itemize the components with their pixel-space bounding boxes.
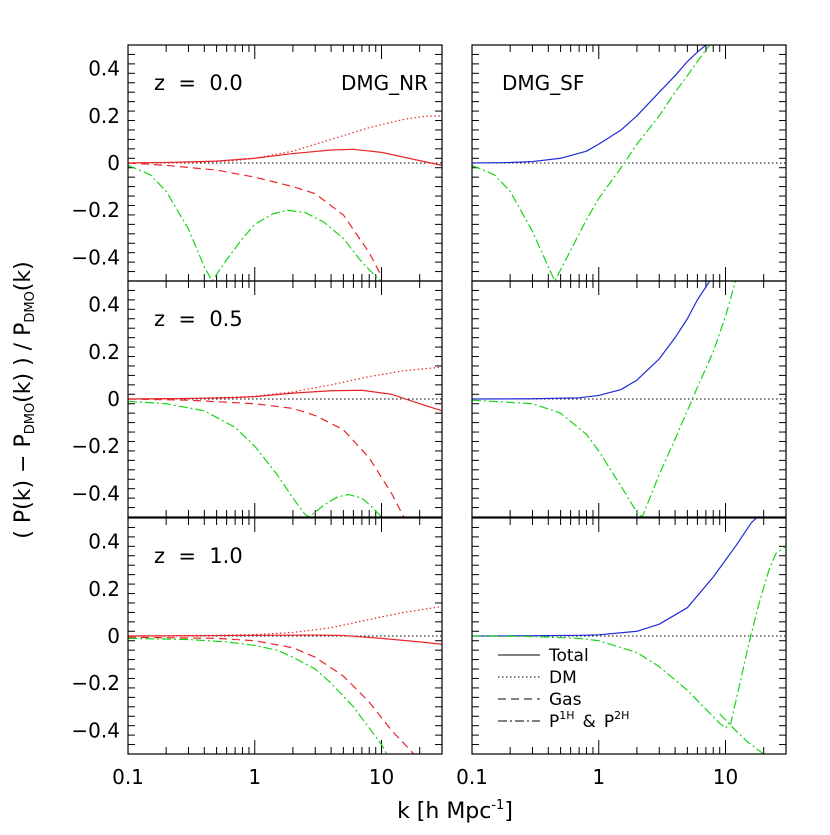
series-line-p1h-p2h	[472, 545, 786, 729]
panel-3	[471, 280, 787, 518]
legend-label-halo: P1H & P2H	[549, 709, 629, 732]
y-tick-label: 0.4	[88, 293, 120, 317]
panel-frame	[127, 517, 443, 755]
y-tick-label: −0.4	[71, 481, 120, 505]
legend: Total DM Gas P1H & P2H	[498, 646, 629, 732]
panels-group: 0.4 0.2 0 −0.2 −0.4 z = 0.0 DMG_NR DMG_SF 0.4 0.2…	[71, 44, 787, 789]
y-tick-label: 0	[107, 387, 120, 411]
y-label-sub1: DMO	[23, 403, 38, 434]
panel-4: 0.4 0.2 0 −0.2 −0.4 0.1 1 10 z = 1.0	[71, 517, 443, 789]
series-line-total	[128, 389, 442, 412]
series-line-total	[472, 45, 707, 164]
panel-frame	[127, 280, 443, 518]
panel-1: DMG_SF	[471, 44, 787, 282]
x-tick-label: 0.1	[112, 765, 144, 789]
y-axis-label: ( P(k) − PDMO(k) ) / PDMO(k)	[11, 261, 38, 538]
x-label-sup: -1	[491, 798, 504, 813]
x-tick-label: 1	[592, 765, 605, 789]
series-group-0	[128, 115, 442, 281]
series-group-1	[472, 45, 711, 281]
panel-frame	[471, 517, 787, 755]
legend-halo-base2: P	[604, 712, 614, 732]
run-annotation: DMG_NR	[341, 71, 428, 95]
x-label-post: ]	[504, 799, 513, 824]
legend-halo-sup1: 1H	[559, 709, 574, 722]
legend-label-total: Total	[548, 646, 589, 666]
legend-halo-sup2: 2H	[614, 709, 629, 722]
series-line-total	[472, 518, 757, 637]
series-line-total	[128, 148, 442, 166]
legend-label-gas: Gas	[549, 690, 582, 710]
legend-label-dm: DM	[549, 668, 577, 688]
y-label-close: (k)	[11, 261, 36, 291]
legend-halo-base1: P	[549, 712, 559, 732]
series-line-p1h-p2h	[128, 637, 388, 754]
panel-2: 0.4 0.2 0 −0.2 −0.4 z = 0.5	[71, 280, 443, 518]
y-label-sub2: DMO	[23, 291, 38, 322]
redshift-annotation: z = 0.0	[154, 71, 243, 95]
y-tick-label: 0.2	[88, 340, 120, 364]
series-line-gas	[128, 636, 415, 754]
series-group-3	[472, 281, 737, 517]
x-tick-label: 10	[369, 765, 394, 789]
series-line-p1h-p2h	[472, 281, 737, 517]
y-tick-label: 0	[107, 151, 120, 175]
legend-halo-amp: &	[583, 712, 596, 732]
series-group-5	[472, 518, 786, 754]
x-label-pre: k [h Mpc	[397, 799, 491, 824]
panel-5: 0.1 1 10	[456, 517, 787, 789]
y-tick-label: 0.4	[88, 530, 120, 554]
series-line-dm	[128, 115, 442, 164]
panel-0: 0.4 0.2 0 −0.2 −0.4 z = 0.0 DMG_NR	[71, 44, 443, 282]
series-line-gas	[128, 162, 383, 277]
series-line-total	[472, 281, 711, 400]
series-group-2	[128, 366, 442, 517]
y-tick-label: −0.4	[71, 718, 120, 742]
y-tick-label: 0.2	[88, 577, 120, 601]
panel-frame	[471, 280, 787, 518]
y-tick-label: −0.2	[71, 671, 120, 695]
x-axis-label: k [h Mpc-1]	[397, 798, 513, 824]
series-line-total	[128, 634, 442, 645]
y-label-open: ( P(k) − P	[11, 434, 36, 538]
series-line-p1h-p2h	[128, 164, 382, 281]
series-line-p1h-p2h-1-halo-	[719, 713, 765, 754]
run-annotation: DMG_SF	[502, 71, 584, 95]
redshift-annotation: z = 1.0	[154, 544, 243, 568]
x-tick-label: 10	[713, 765, 738, 789]
redshift-annotation: z = 0.5	[154, 307, 243, 331]
series-group-4	[128, 605, 442, 754]
y-tick-label: −0.2	[71, 434, 120, 458]
series-line-p1h-p2h	[128, 400, 382, 517]
x-tick-label: 0.1	[456, 765, 488, 789]
y-tick-label: 0.2	[88, 104, 120, 128]
y-label-mid: (k) ) / P	[11, 323, 36, 403]
series-line-gas	[128, 398, 405, 517]
y-tick-label: 0.4	[88, 57, 120, 81]
x-tick-label: 1	[248, 765, 261, 789]
series-line-dm	[128, 605, 442, 637]
series-line-dm	[128, 366, 442, 400]
y-tick-label: 0	[107, 624, 120, 648]
y-tick-label: −0.4	[71, 245, 120, 269]
series-line-p1h-p2h	[472, 45, 711, 281]
y-tick-label: −0.2	[71, 198, 120, 222]
